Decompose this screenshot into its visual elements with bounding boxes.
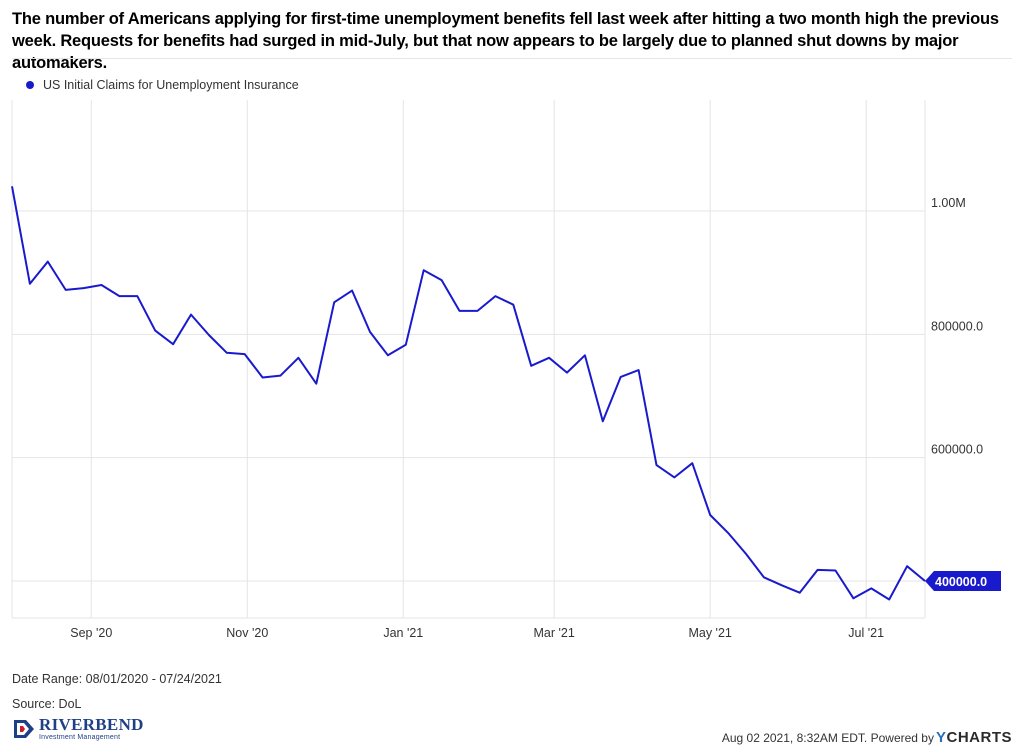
data-point[interactable] [45,259,51,265]
data-point[interactable] [492,293,498,299]
data-point[interactable] [313,381,319,387]
data-point[interactable] [743,551,749,557]
x-tick-label: Nov '20 [226,626,268,640]
data-point[interactable] [582,352,588,358]
data-point[interactable] [206,332,212,338]
data-point[interactable] [457,308,463,314]
x-tick-label: Mar '21 [534,626,575,640]
data-point[interactable] [224,350,230,356]
data-point[interactable] [170,341,176,347]
x-tick-label: Sep '20 [70,626,112,640]
data-point[interactable] [600,418,606,424]
data-point[interactable] [403,342,409,348]
data-point[interactable] [833,568,839,574]
y-tick-label: 600000.0 [931,443,983,457]
chart-headline: The number of Americans applying for fir… [12,10,999,72]
data-point[interactable] [188,312,194,318]
y-tick-label: 1.00M [931,196,966,210]
x-tick-label: May '21 [688,626,731,640]
line-chart[interactable]: Sep '20 Nov '20 Jan '21 Mar '21 May '21 Jul '… [0,0,1024,680]
source-label: Source: DoL [12,697,82,711]
ycharts-logo-y: Y [935,729,947,746]
data-point[interactable] [242,351,248,357]
last-value-badge [925,571,1001,591]
logo-subtitle: Investment Management [39,734,121,741]
data-point[interactable] [385,352,391,358]
data-point[interactable] [116,293,122,299]
data-point[interactable] [278,373,284,379]
data-point[interactable] [421,267,427,273]
headline-divider [12,58,1012,59]
data-point[interactable] [27,281,33,287]
data-point[interactable] [761,574,767,580]
attribution-text: Aug 02 2021, 8:32AM EDT. Powered by [721,731,934,745]
data-point[interactable] [63,287,69,293]
data-point[interactable] [725,530,731,536]
data-point[interactable] [367,329,373,335]
data-point[interactable] [707,512,713,518]
legend-label: US Initial Claims for Unemployment Insur… [43,78,299,92]
data-point[interactable] [260,375,266,381]
series-line[interactable] [11,186,926,601]
data-point[interactable] [528,363,534,369]
date-range-label: Date Range: 08/01/2020 - 07/24/2021 [12,672,222,686]
data-point[interactable] [815,567,821,573]
y-tick-label: 800000.0 [931,319,983,333]
data-point[interactable] [134,293,140,299]
chart-legend[interactable]: US Initial Claims for Unemployment Insur… [26,78,299,92]
data-point[interactable] [779,582,785,588]
x-tick-label: Jul '21 [848,626,884,640]
data-point[interactable] [9,183,15,189]
data-point[interactable] [439,277,445,283]
data-point[interactable] [618,374,624,380]
data-point[interactable] [295,355,301,361]
data-point[interactable] [904,563,910,569]
data-point[interactable] [564,370,570,376]
data-point[interactable] [81,285,87,291]
riverbend-logo: RIVERBEND Investment Management [12,716,144,741]
logo-name: RIVERBEND [39,715,144,734]
data-point[interactable] [349,288,355,294]
data-point[interactable] [331,299,337,305]
legend-marker-icon [26,81,34,89]
data-point[interactable] [689,460,695,466]
data-point[interactable] [546,355,552,361]
data-point[interactable] [99,282,105,288]
data-point[interactable] [152,328,158,334]
data-point[interactable] [654,462,660,468]
last-value-label: 400000.0 [935,575,987,589]
x-tick-label: Jan '21 [383,626,423,640]
attribution: Aug 02 2021, 8:32AM EDT. Powered by YCHA… [722,729,1012,746]
data-point[interactable] [510,302,516,308]
data-point[interactable] [475,308,481,314]
data-point[interactable] [636,367,642,373]
data-point[interactable] [886,597,892,603]
riverbend-logo-icon [14,719,34,738]
ycharts-logo[interactable]: YCHARTS [936,729,1012,746]
data-point[interactable] [671,474,677,480]
data-point[interactable] [868,585,874,591]
data-point[interactable] [850,595,856,601]
ycharts-logo-rest: CHARTS [946,729,1012,746]
data-point[interactable] [797,590,803,596]
